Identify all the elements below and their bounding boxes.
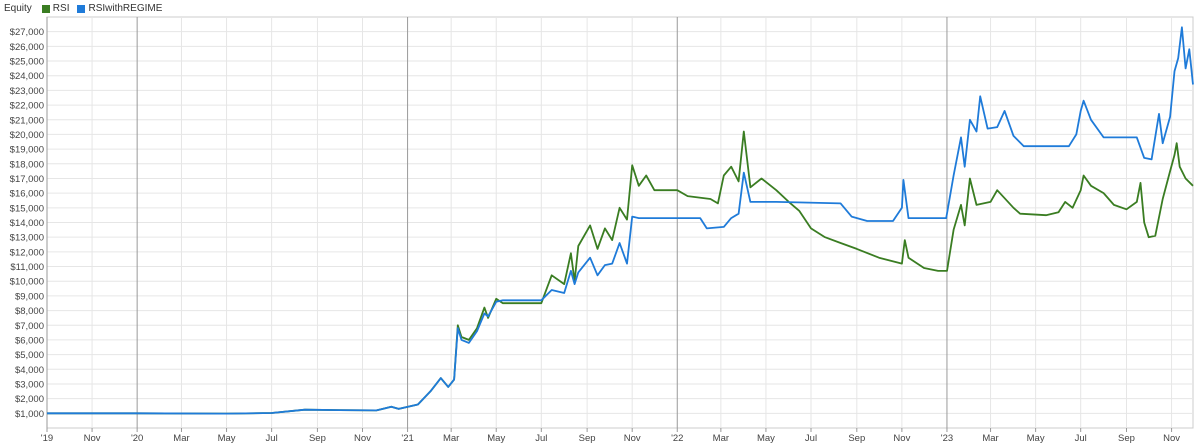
legend-label-rsi: RSI — [52, 3, 70, 14]
y-tick-label: $22,000 — [10, 101, 44, 112]
y-tick-label: $24,000 — [10, 71, 44, 82]
x-tick-label: May — [218, 433, 236, 444]
x-tick-label: Nov — [84, 433, 101, 444]
y-tick-label: $11,000 — [10, 262, 44, 273]
y-tick-label: $4,000 — [15, 365, 44, 376]
x-tick-label: '20 — [131, 433, 143, 444]
x-tick-label: '21 — [401, 433, 413, 444]
series-line-rsiwithregime — [47, 26, 1194, 415]
legend-label-rsiwithregime: RSIwithREGIME — [88, 3, 163, 14]
legend-swatch-rsi — [41, 4, 50, 13]
y-tick-label: $8,000 — [15, 306, 44, 317]
x-tick-label: Nov — [624, 433, 641, 444]
x-tick-label: Nov — [354, 433, 371, 444]
x-tick-label: Mar — [982, 433, 998, 444]
x-tick-label: Mar — [713, 433, 729, 444]
y-tick-label: $21,000 — [10, 115, 44, 126]
x-tick-label: '22 — [671, 433, 683, 444]
y-tick-label: $17,000 — [10, 174, 44, 185]
y-tick-label: $10,000 — [10, 277, 44, 288]
x-tick-label: Jul — [535, 433, 547, 444]
x-tick-label: '19 — [41, 433, 53, 444]
y-tick-label: $20,000 — [10, 130, 44, 141]
legend-item-rsiwithregime[interactable]: RSIwithREGIME — [77, 3, 162, 14]
y-tick-label: $18,000 — [10, 159, 44, 170]
x-tick-label: Sep — [848, 433, 865, 444]
series-line-rsi — [47, 130, 1194, 415]
y-tick-label: $6,000 — [15, 335, 44, 346]
y-tick-label: $3,000 — [15, 379, 44, 390]
y-tick-label: $16,000 — [10, 189, 44, 200]
x-tick-label: Sep — [309, 433, 326, 444]
y-tick-label: $13,000 — [10, 233, 44, 244]
y-tick-label: $12,000 — [10, 247, 44, 258]
x-tick-label: Sep — [1118, 433, 1135, 444]
y-tick-label: $7,000 — [15, 321, 44, 332]
y-tick-label: $5,000 — [15, 350, 44, 361]
y-tick-label: $1,000 — [15, 409, 44, 420]
legend-title: Equity — [4, 3, 32, 14]
x-tick-label: Jul — [266, 433, 278, 444]
x-tick-label: May — [757, 433, 775, 444]
y-tick-label: $9,000 — [15, 291, 44, 302]
x-tick-label: Jul — [805, 433, 817, 444]
y-tick-label: $27,000 — [10, 27, 44, 38]
y-tick-label: $19,000 — [10, 145, 44, 156]
x-tick-label: Sep — [579, 433, 596, 444]
x-tick-label: Jul — [1075, 433, 1087, 444]
x-tick-label: '23 — [941, 433, 953, 444]
y-tick-label: $26,000 — [10, 42, 44, 53]
y-tick-label: $23,000 — [10, 86, 44, 97]
chart-legend: Equity RSI RSIwithREGIME — [4, 3, 170, 14]
x-tick-label: Mar — [173, 433, 189, 444]
y-tick-label: $14,000 — [10, 218, 44, 229]
x-tick-label: Nov — [893, 433, 910, 444]
y-tick-label: $25,000 — [10, 57, 44, 68]
x-tick-label: May — [1027, 433, 1045, 444]
x-tick-label: Mar — [443, 433, 459, 444]
y-tick-label: $2,000 — [15, 394, 44, 405]
legend-swatch-rsiwithregime — [77, 4, 86, 13]
legend-item-rsi[interactable]: RSI — [41, 3, 70, 14]
x-tick-label: May — [487, 433, 505, 444]
y-tick-label: $15,000 — [10, 203, 44, 214]
x-tick-label: Nov — [1163, 433, 1180, 444]
